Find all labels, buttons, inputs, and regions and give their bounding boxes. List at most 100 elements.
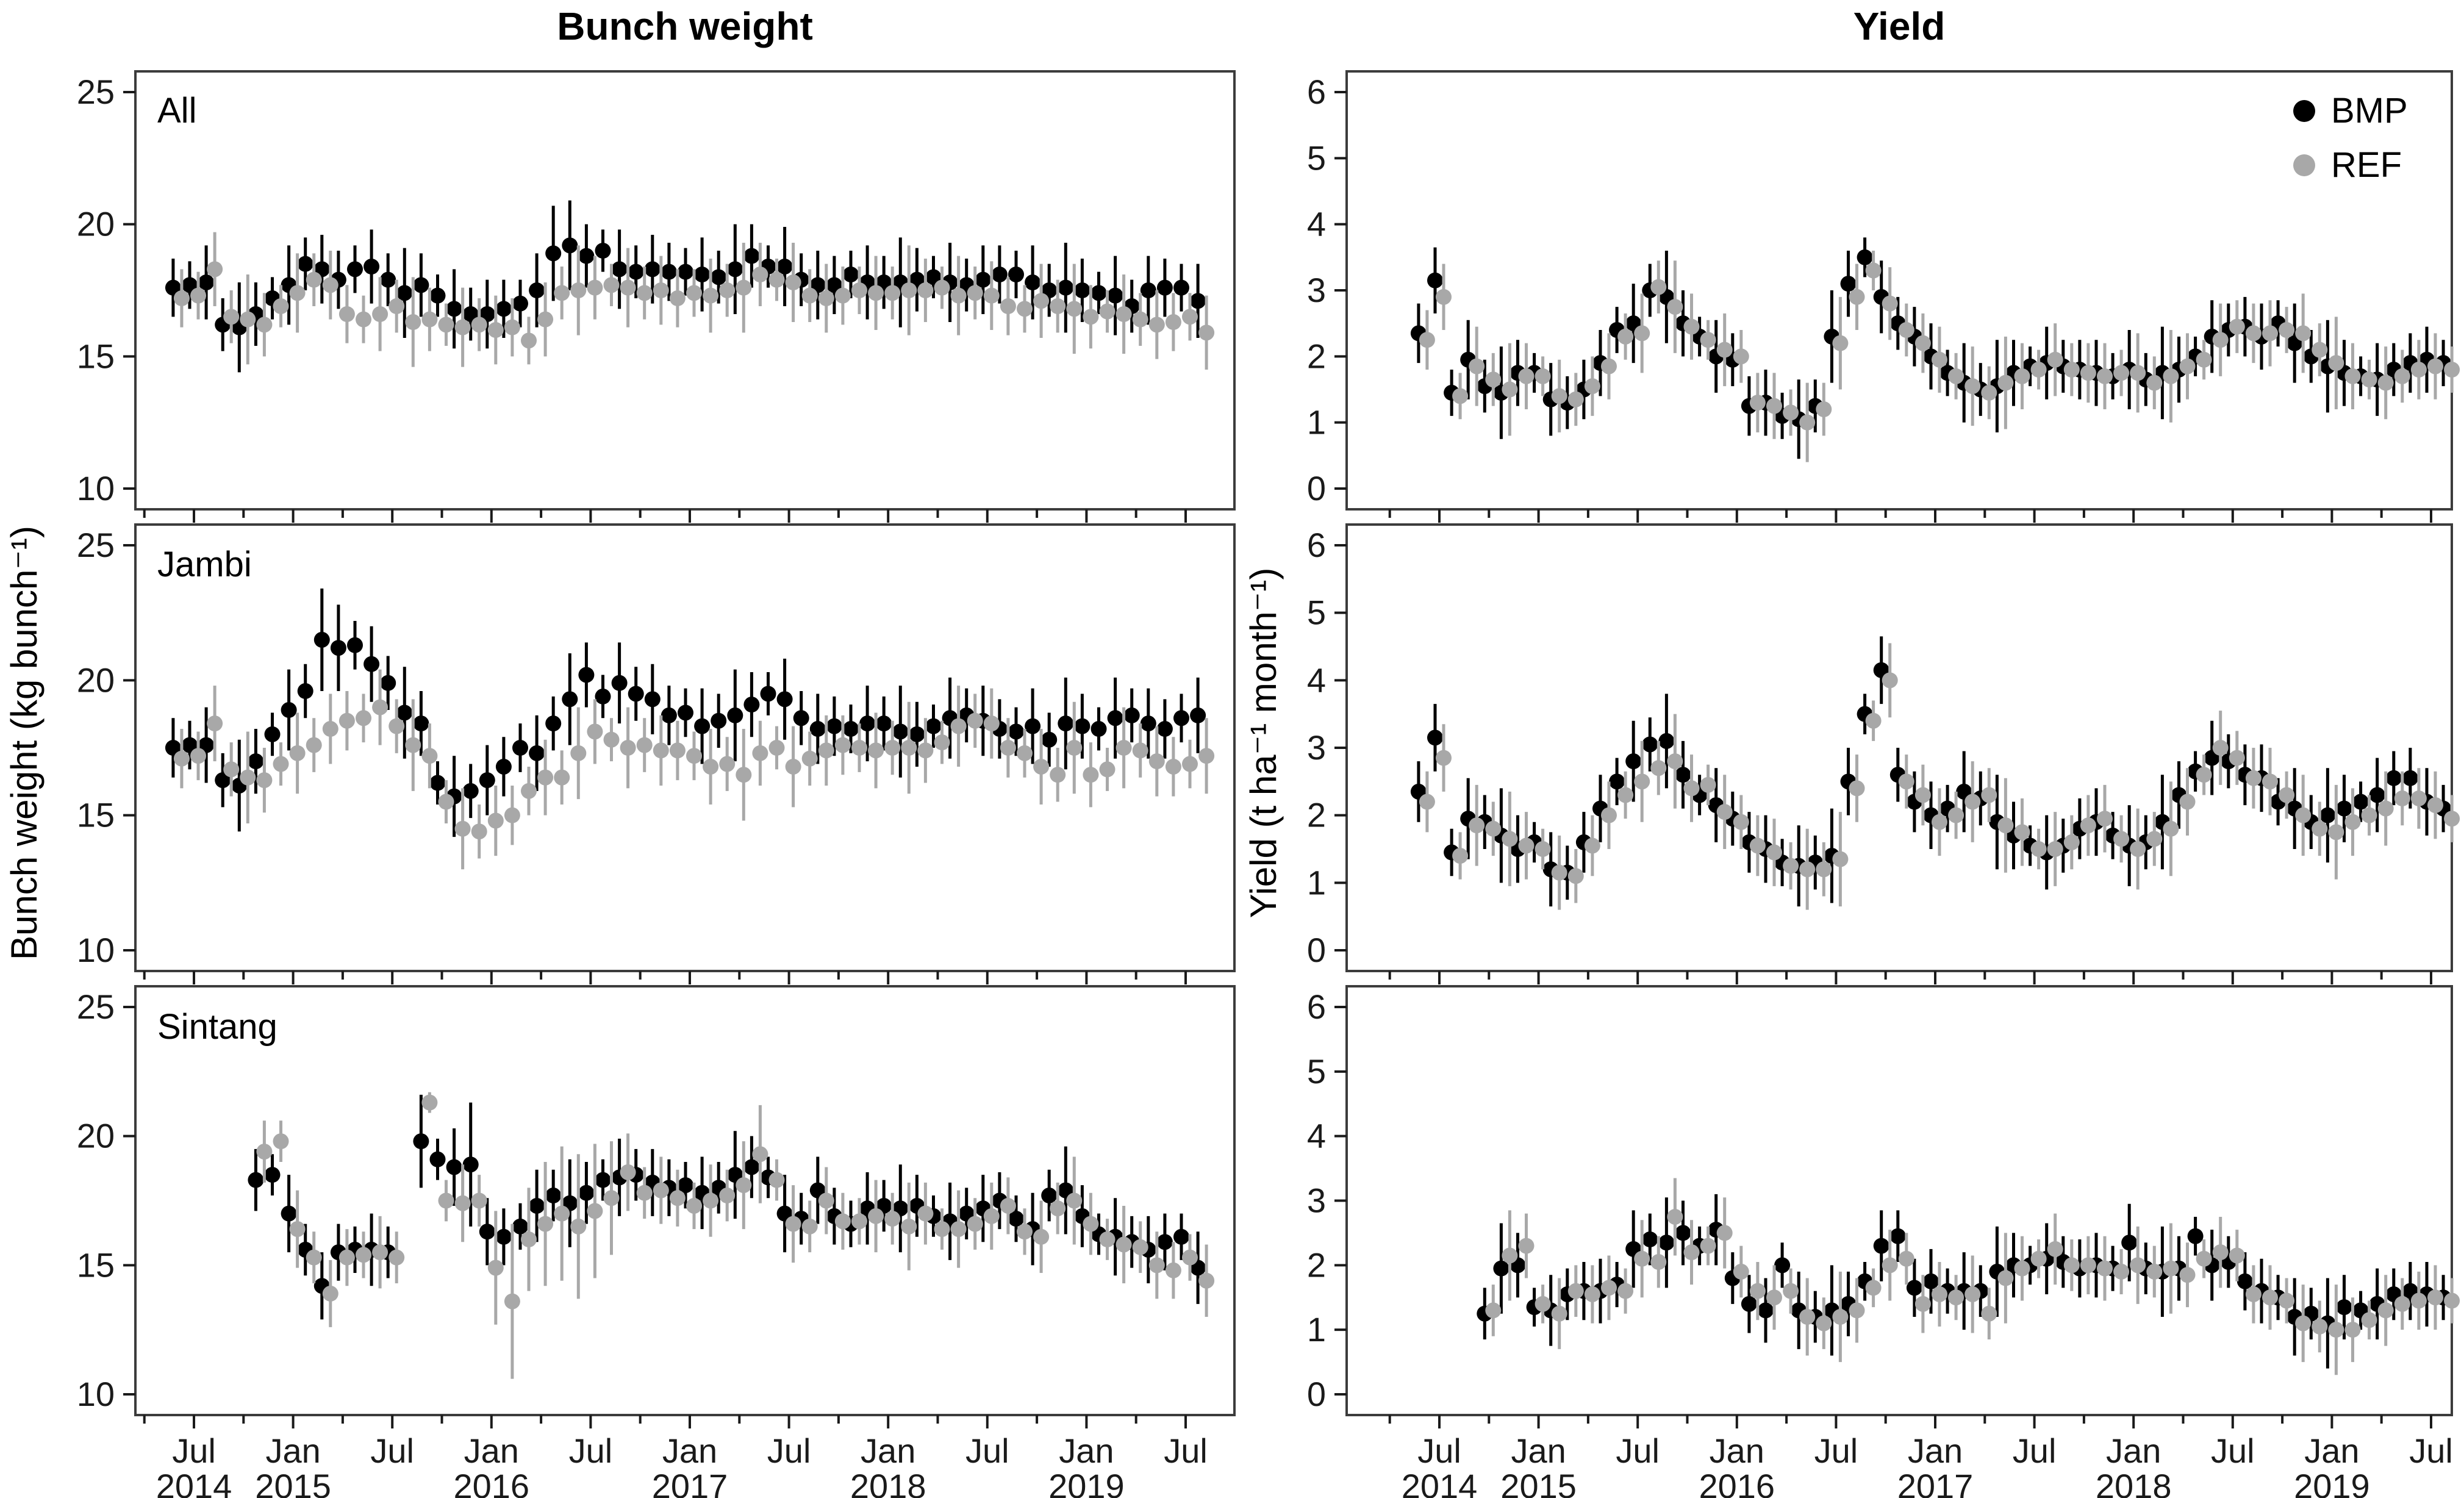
data-point-ref	[2295, 1315, 2312, 1331]
data-point-ref	[967, 285, 983, 301]
data-point-ref	[934, 1221, 950, 1238]
panel-border	[134, 523, 1236, 972]
y-tick-label: 2	[1307, 796, 1326, 834]
y-tick-label: 25	[77, 987, 115, 1026]
data-point-ref	[1535, 1296, 1551, 1312]
data-point-ref	[1148, 317, 1165, 333]
data-point-bmp	[711, 269, 727, 285]
data-point-bmp	[2336, 800, 2352, 817]
data-point-ref	[2295, 325, 2312, 342]
data-point-ref	[2361, 807, 2377, 823]
data-point-ref	[703, 758, 719, 775]
data-point-ref	[338, 306, 355, 322]
data-point-ref	[2063, 362, 2080, 378]
data-point-ref	[1419, 794, 1435, 810]
data-point-ref	[1132, 742, 1148, 759]
x-tick-label-month: Jul	[2013, 1432, 2057, 1470]
data-point-ref	[2163, 368, 2179, 384]
data-point-ref	[2394, 790, 2410, 806]
legend-label-ref: REF	[2331, 145, 2402, 185]
data-point-bmp	[776, 259, 793, 274]
data-point-ref	[421, 311, 438, 328]
data-point-ref	[2245, 1286, 2262, 1302]
data-point-ref	[2344, 368, 2361, 384]
data-point-ref	[504, 319, 520, 335]
data-point-ref	[1099, 1231, 1116, 1247]
data-point-ref	[454, 1195, 471, 1211]
data-point-bmp	[793, 710, 809, 726]
data-point-bmp	[1609, 773, 1625, 790]
data-point-bmp	[313, 631, 330, 648]
data-point-bmp	[1025, 718, 1041, 734]
data-point-ref	[620, 279, 636, 296]
y-tick-label: 4	[1307, 205, 1326, 243]
data-point-ref	[2444, 811, 2460, 827]
data-point-bmp	[1091, 285, 1107, 301]
data-point-bmp	[446, 1159, 462, 1175]
x-tick-label-month: Jan	[1710, 1432, 1764, 1470]
data-point-bmp	[248, 1172, 264, 1188]
data-point-ref	[240, 311, 256, 328]
x-tick-label-year: 2017	[652, 1467, 728, 1498]
data-point-ref	[917, 1205, 934, 1222]
y-tick-label: 25	[77, 526, 115, 564]
data-point-ref	[554, 1205, 570, 1222]
data-point-ref	[620, 1164, 636, 1180]
data-point-bmp	[826, 718, 842, 734]
y-tick-label: 6	[1307, 526, 1326, 564]
data-point-ref	[454, 820, 471, 837]
data-point-ref	[1182, 756, 1198, 772]
data-point-ref	[537, 311, 554, 328]
data-point-ref	[1518, 1238, 1535, 1254]
data-point-bmp	[165, 279, 181, 296]
data-point-bmp	[347, 261, 363, 278]
data-point-ref	[2030, 841, 2047, 857]
data-point-ref	[1783, 1283, 1799, 1299]
data-point-ref	[1716, 804, 1733, 820]
data-point-ref	[273, 298, 289, 314]
data-point-ref	[1182, 309, 1198, 325]
data-point-ref	[2344, 814, 2361, 830]
data-point-bmp	[694, 718, 711, 734]
data-point-ref	[1733, 814, 1749, 830]
y-tick-label: 0	[1307, 1375, 1326, 1413]
data-point-ref	[1981, 787, 1997, 803]
data-point-ref	[322, 277, 338, 293]
data-point-ref	[1832, 1309, 1849, 1325]
data-point-bmp	[743, 1159, 760, 1175]
data-point-ref	[2146, 831, 2163, 847]
data-point-ref	[438, 794, 454, 810]
data-point-bmp	[281, 702, 297, 719]
data-point-ref	[1567, 391, 1584, 407]
panel-bunch-jambi: 25 20 15 10	[77, 523, 1236, 984]
data-point-bmp	[1906, 1280, 1922, 1296]
data-point-bmp	[182, 737, 198, 753]
y-tick-label: 3	[1307, 271, 1326, 309]
x-tick-label-year: 2014	[156, 1467, 232, 1498]
panel-bunch-all: 25 20 15 10	[77, 70, 1236, 523]
y-tick-label: 5	[1307, 1052, 1326, 1091]
series-bmp	[165, 588, 1206, 837]
data-point-ref	[1584, 378, 1600, 395]
data-point-ref	[1964, 794, 1981, 810]
data-point-ref	[901, 282, 917, 298]
data-point-bmp	[1758, 1302, 1774, 1319]
data-point-ref	[1198, 748, 1215, 764]
data-point-ref	[950, 287, 967, 304]
data-point-ref	[1000, 1197, 1016, 1214]
data-point-bmp	[396, 285, 413, 301]
x-tick-label-year: 2015	[1500, 1467, 1577, 1498]
data-point-ref	[273, 756, 289, 772]
data-point-bmp	[413, 1133, 429, 1150]
data-point-ref	[2146, 1263, 2163, 1280]
data-point-bmp	[545, 245, 562, 262]
data-point-ref	[521, 1231, 537, 1247]
data-point-ref	[1948, 368, 1964, 384]
data-point-ref	[2080, 1257, 2096, 1274]
data-point-bmp	[678, 263, 693, 280]
data-point-ref	[719, 756, 736, 772]
data-point-ref	[1700, 1238, 1716, 1254]
y-tick-label: 3	[1307, 728, 1326, 767]
data-point-ref	[2113, 1263, 2130, 1280]
data-point-ref	[1165, 758, 1181, 775]
